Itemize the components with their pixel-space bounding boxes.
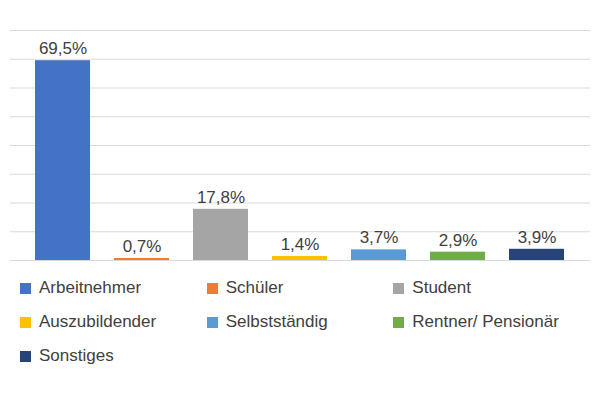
svg-text:3,7%: 3,7%	[360, 228, 399, 247]
svg-text:2,9%: 2,9%	[439, 231, 478, 250]
html-text:Arbeitnehmer: Arbeitnehmer	[39, 278, 142, 297]
svg-text:1,4%: 1,4%	[281, 235, 320, 254]
html-text:Rentner/ Pensionär: Rentner/ Pensionär	[412, 312, 559, 331]
svg-text:0,7%: 0,7%	[123, 237, 162, 256]
html-text:Selbstständig: Selbstständig	[225, 312, 328, 331]
html-text:Schüler: Schüler	[225, 278, 284, 297]
html-text:Auszubildender: Auszubildender	[39, 312, 157, 331]
svg-text:3,9%: 3,9%	[518, 228, 557, 247]
svg-text:17,8%: 17,8%	[197, 188, 245, 207]
html-text:Student: Student	[412, 278, 471, 297]
html-text:Sonstiges: Sonstiges	[39, 346, 114, 365]
svg-text:69,5%: 69,5%	[39, 39, 87, 58]
